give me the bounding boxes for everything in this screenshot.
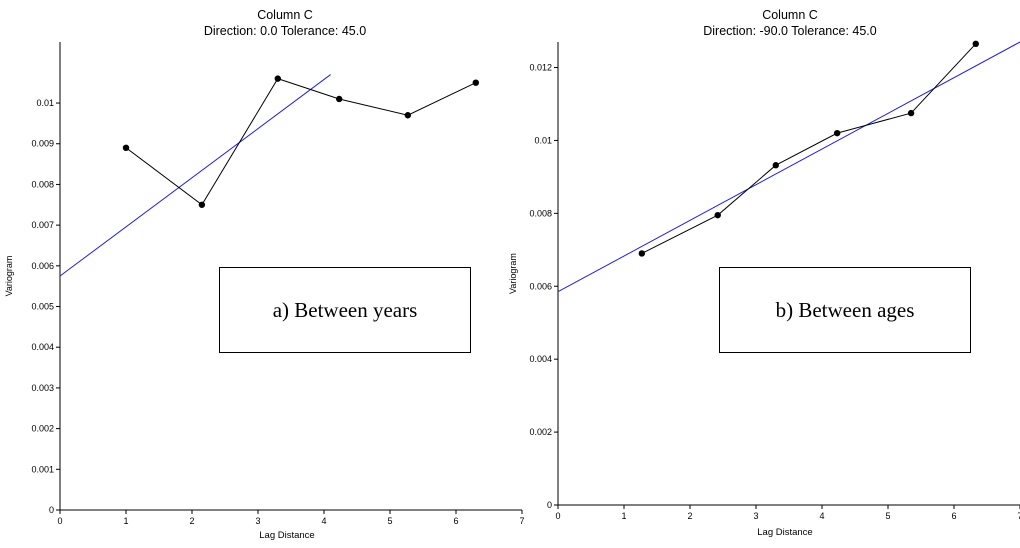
chart2-y-axis-label: Variogram (508, 253, 518, 294)
chart2-y-tick-label-1: 0.002 (529, 427, 552, 437)
chart1-subtitle: Direction: 0.0 Tolerance: 45.0 (204, 24, 366, 38)
chart1-y-tick-label-0: 0 (49, 505, 54, 515)
annotation-box-a: a) Between years (219, 267, 471, 353)
chart2-y-tick-label-0: 0 (547, 500, 552, 510)
chart1-fit-line (59, 74, 331, 277)
chart1-x-tick-label-0: 0 (57, 516, 62, 526)
chart2-data-point-3 (833, 129, 841, 137)
chart2-x-tick-label-0: 0 (555, 511, 560, 521)
chart1-data-point-4 (404, 112, 412, 119)
chart2-y-tick-label-6: 0.012 (529, 63, 552, 73)
chart1-x-axis-label: Lag Distance (259, 530, 314, 541)
chart2-data-point-1 (714, 211, 721, 219)
chart1-y-tick-label-1: 0.001 (31, 464, 54, 474)
chart2-x-tick-label-2: 2 (687, 511, 692, 521)
chart2-y-tick-label-2: 0.004 (529, 354, 552, 364)
chart2-data-point-0 (638, 250, 646, 257)
chart1-y-tick-label-8: 0.008 (31, 179, 54, 189)
chart1-series-line-0 (125, 78, 477, 206)
chart2-y-tick-label-3: 0.006 (529, 281, 552, 291)
chart1-x-tick-label-1: 1 (123, 516, 128, 526)
annotation-text-b: b) Between ages (775, 297, 915, 322)
chart2-x-tick-label-5: 5 (885, 511, 890, 521)
chart1-x-tick-label-2: 2 (189, 516, 194, 526)
chart1-data-point-1 (198, 201, 206, 208)
chart2-data-point-4 (907, 109, 915, 117)
chart1-y-tick-label-2: 0.002 (31, 424, 54, 434)
chart1-data-point-0 (122, 144, 130, 152)
chart2-title: Column C (762, 8, 818, 22)
chart1-x-tick-label-7: 7 (519, 516, 524, 526)
chart1-data-point-3 (335, 95, 343, 103)
chart1-y-tick-label-5: 0.005 (31, 302, 54, 312)
chart1-x-tick-label-6: 6 (453, 516, 458, 526)
chart1-y-tick-label-3: 0.003 (31, 383, 54, 393)
chart1-y-axis-label: Variogram (4, 256, 14, 297)
chart1-title: Column C (257, 8, 313, 22)
chart2-fit-line (557, 41, 1020, 293)
chart1-y-tick-label-7: 0.007 (31, 220, 54, 230)
chart1-data-point-2 (274, 75, 281, 82)
chart2-x-axis-label: Lag Distance (757, 527, 812, 538)
chart2-x-tick-label-4: 4 (819, 511, 824, 521)
chart1-y-tick-label-6: 0.006 (31, 261, 54, 271)
chart2-x-tick-label-1: 1 (621, 511, 626, 521)
annotation-text-a: a) Between years (272, 297, 418, 322)
chart1-data-point-5 (472, 79, 479, 86)
chart2-x-tick-label-7: 7 (1017, 511, 1020, 521)
chart1-x-tick-label-5: 5 (387, 516, 392, 526)
annotation-box-b: b) Between ages (719, 267, 971, 353)
chart2-data-point-2 (772, 162, 779, 169)
chart2-y-tick-label-4: 0.008 (529, 208, 552, 218)
chart1-y-tick-label-10: 0.01 (36, 98, 54, 108)
chart2-x-tick-label-3: 3 (753, 511, 758, 521)
chart2-subtitle: Direction: -90.0 Tolerance: 45.0 (703, 24, 877, 38)
chart2-series-line-0 (641, 43, 977, 254)
chart2-y-tick-label-5: 0.01 (534, 135, 552, 145)
chart2-x-tick-label-6: 6 (951, 511, 956, 521)
chart1-y-tick-label-9: 0.009 (31, 139, 54, 149)
chart1-x-tick-label-4: 4 (321, 516, 326, 526)
chart1-y-tick-label-4: 0.004 (31, 342, 54, 352)
chart2-data-point-5 (972, 40, 979, 48)
chart1-x-tick-label-3: 3 (255, 516, 260, 526)
